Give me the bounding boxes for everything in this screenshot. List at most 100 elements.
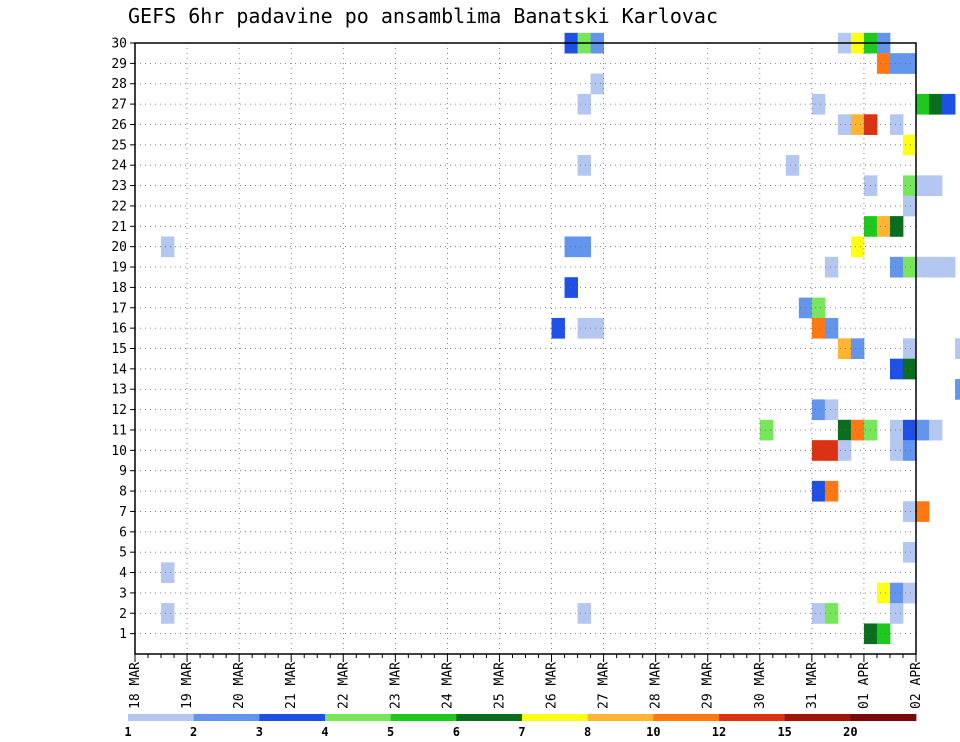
legend-swatch [587,714,654,721]
heatmap-cell [916,501,930,522]
legend-swatch [784,714,851,721]
legend-swatch [719,714,786,721]
heatmap-cell [837,440,852,461]
legend-label: 15 [777,725,791,739]
x-tick-label: 30 MAR [753,662,768,709]
y-tick-label: 26 [111,118,127,133]
heatmap-cell [876,582,891,604]
x-tick-label: 27 MAR [597,662,612,709]
y-tick-label: 11 [111,423,127,438]
heatmap-cell [811,93,826,115]
legend-label: 2 [190,725,197,739]
heatmap-cell [902,541,917,563]
heatmap-cell [889,358,904,380]
heatmap-cell [955,338,960,359]
heatmap-cell [876,53,891,74]
heatmap-cell [902,338,917,359]
heatmap-cell [876,216,891,237]
heatmap-cell [824,603,839,624]
heatmap-cell [811,297,826,319]
chart-title: GEFS 6hr padavine po ansamblima Banatski… [128,4,719,28]
heatmap-cell [902,582,917,604]
legend-label: 12 [712,725,726,739]
legend-swatch [653,714,720,721]
heatmap-cell [916,419,930,441]
heatmap-cell [902,440,917,461]
heatmap-cell [916,93,930,115]
heatmap-cell [161,236,175,258]
y-tick-label: 21 [111,220,127,235]
heatmap-cell [577,236,591,258]
heatmap-cell [837,114,852,135]
legend-swatch [522,714,589,721]
heatmap-cell [850,114,865,135]
x-tick-label: 24 MAR [440,662,455,709]
x-tick-label: 01 APR [857,662,872,709]
y-tick-label: 15 [111,342,127,357]
y-tick-label: 17 [111,301,127,316]
heatmap-cell [955,379,960,400]
heatmap-cell [889,603,904,624]
heatmap-cell [876,623,891,645]
grid-lines [135,42,916,654]
heatmap-cell [902,175,917,197]
heatmap-cell [577,603,591,624]
y-tick-label: 8 [119,485,127,500]
heatmap-cell [837,338,852,359]
heatmap-cell [811,480,826,502]
x-tick-label: 20 MAR [232,662,247,709]
heatmap-cell [811,603,826,624]
heatmap-cell [824,317,839,339]
x-tick-label: 02 APR [909,662,924,709]
heatmap-cell [889,419,904,441]
legend-label: 1 [124,725,131,739]
heatmap-cell [824,440,839,461]
y-tick-label: 29 [111,57,127,72]
x-tick-label: 29 MAR [701,662,716,709]
y-tick-label: 10 [111,444,127,459]
x-tick-label: 18 MAR [128,662,143,709]
heatmap-cell [889,216,904,237]
y-tick-label: 22 [111,199,127,214]
heatmap-cell [811,399,826,421]
heatmap-cell [902,419,917,441]
x-tick-label: 26 MAR [545,662,560,709]
y-tick-label: 27 [111,98,127,113]
y-tick-label: 23 [111,179,127,194]
x-tick-label: 23 MAR [388,662,403,709]
y-tick-label: 3 [119,586,127,601]
heatmap-cell [889,440,904,461]
y-tick-label: 12 [111,403,127,418]
heatmap-cell [929,419,943,441]
y-tick-label: 30 [111,37,127,52]
heatmap-cell [929,175,943,197]
heatmap-cell [929,93,943,115]
legend-label: 8 [584,725,591,739]
heatmap-cell [824,480,839,502]
x-tick-label: 19 MAR [180,662,195,709]
heatmap-cell [889,256,904,278]
y-tick-label: 24 [111,159,127,174]
heatmap-cell [942,93,956,115]
legend-swatch [456,714,523,721]
heatmap-cell [824,256,839,278]
heatmap-cell [889,53,904,74]
heatmap-cell [837,419,852,441]
heatmap-cell [811,317,826,339]
y-tick-label: 18 [111,281,127,296]
legend-swatch [259,714,326,721]
legend-label: 3 [256,725,263,739]
legend-label: 10 [646,725,660,739]
y-tick-label: 4 [119,566,127,581]
heatmap-cell [850,236,865,258]
legend-swatch [325,714,392,721]
y-tick-label: 7 [119,505,127,520]
x-tick-label: 31 MAR [805,662,820,709]
heatmap-cell [902,256,917,278]
color-legend: 1 2 3 4 5 6 7 8 10 12 15 20 [124,714,917,739]
y-tick-label: 25 [111,138,127,153]
legend-label: 4 [321,725,328,739]
heatmap-cell [785,155,800,176]
heatmap-cell [577,93,591,115]
heatmap-cell [902,195,917,217]
